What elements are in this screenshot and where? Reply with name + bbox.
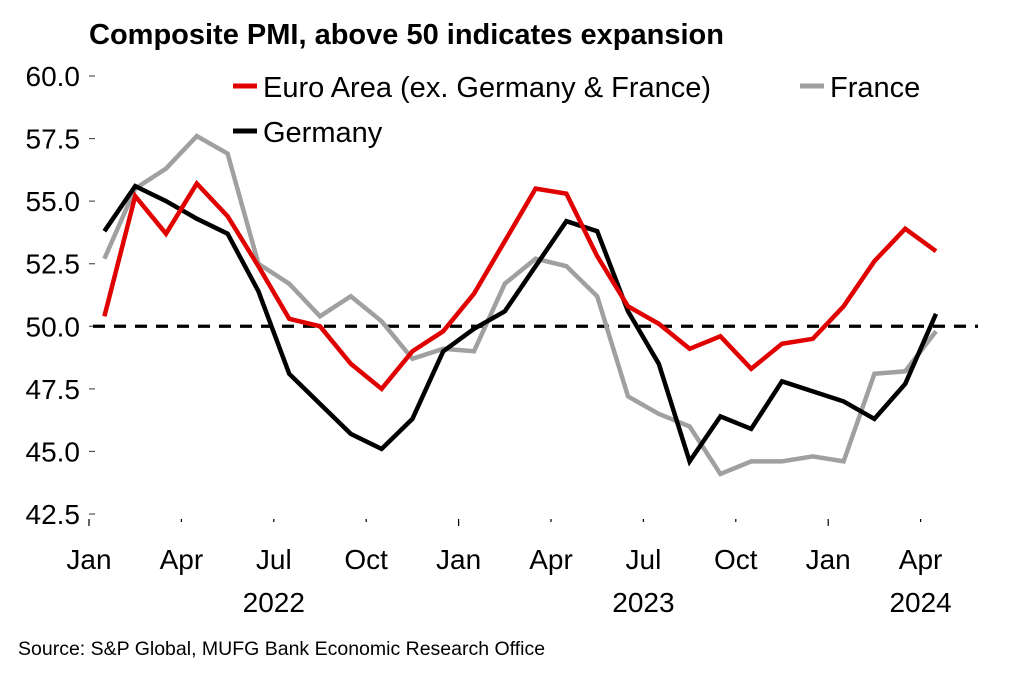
y-tick-label: 47.5 <box>26 374 81 405</box>
x-tick-label: Jan <box>436 544 481 575</box>
y-tick-label: 50.0 <box>26 311 81 342</box>
x-year-label: 2024 <box>889 587 951 618</box>
legend-item-germany: Germany <box>233 117 383 149</box>
legend: Euro Area (ex. Germany & France) France … <box>233 72 920 149</box>
y-tick-label: 55.0 <box>26 186 81 217</box>
series-line-euro-area-ex-germany-france <box>102 179 938 393</box>
series-euro-area-ex-germany-france <box>102 179 938 393</box>
x-year-label: 2022 <box>243 587 305 618</box>
x-axis: Jan Apr Jul Oct Jan Apr Jul Oct Jan Apr 2022 2023 20… <box>66 519 952 618</box>
legend-item-euro-area: Euro Area (ex. Germany & France) <box>233 72 711 104</box>
y-tick-label: 60.0 <box>26 61 81 92</box>
y-tick-label: 52.5 <box>26 249 81 280</box>
x-tick-label: Jul <box>626 544 662 575</box>
y-axis: 60.0 57.5 55.0 52.5 50.0 47.5 45.0 42.5 <box>26 61 95 530</box>
x-tick-label: Apr <box>160 544 204 575</box>
x-year-label: 2023 <box>612 587 674 618</box>
x-tick-label: Jan <box>806 544 851 575</box>
x-tick-label: Jan <box>66 544 111 575</box>
series-group <box>102 133 939 477</box>
legend-label-germany: Germany <box>263 117 383 149</box>
y-tick-label: 45.0 <box>26 436 81 467</box>
x-tick-label: Oct <box>714 544 758 575</box>
legend-item-france: France <box>800 72 920 104</box>
x-tick-label: Apr <box>529 544 573 575</box>
series-line-germany <box>102 183 939 467</box>
x-tick-label: Jul <box>256 544 292 575</box>
series-line-france <box>102 133 938 477</box>
series-france <box>102 133 938 477</box>
x-tick-label: Apr <box>899 544 943 575</box>
legend-label-france: France <box>830 72 920 104</box>
series-germany <box>102 183 939 467</box>
legend-label-euro-area: Euro Area (ex. Germany & France) <box>263 72 711 104</box>
x-tick-label: Oct <box>344 544 388 575</box>
source-note: Source: S&P Global, MUFG Bank Economic R… <box>18 638 545 660</box>
y-tick-label: 42.5 <box>26 499 81 530</box>
y-tick-label: 57.5 <box>26 124 81 155</box>
chart-title: Composite PMI, above 50 indicates expans… <box>89 19 724 51</box>
